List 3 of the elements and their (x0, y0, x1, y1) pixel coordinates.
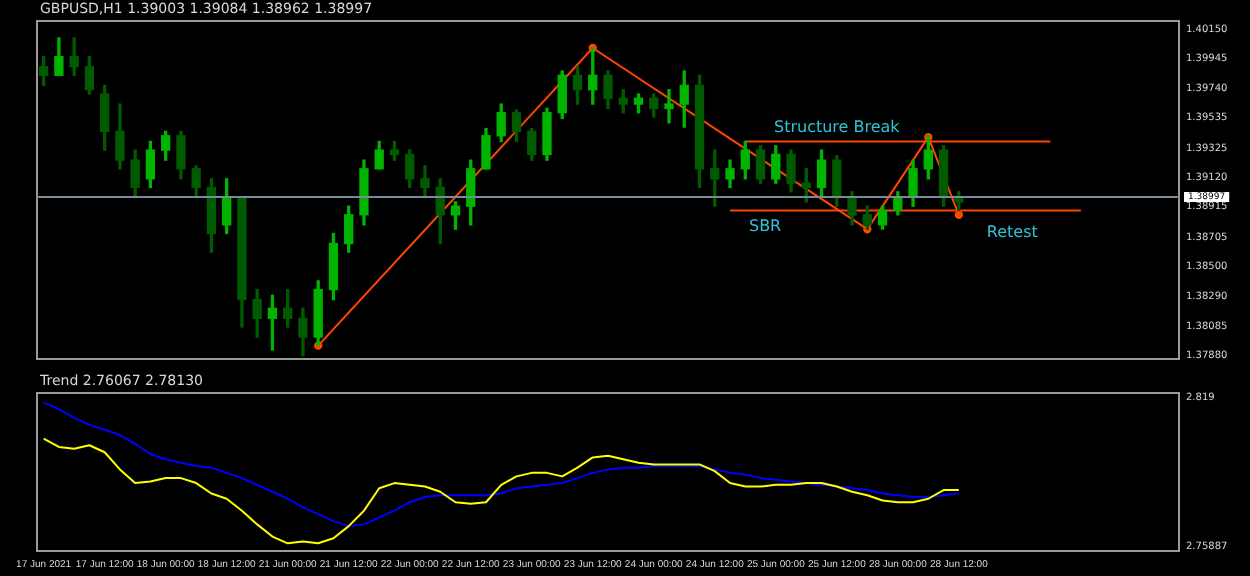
annotation: Retest (986, 222, 1038, 241)
series-label: SBR (748, 216, 783, 235)
series-label: Structure Break (773, 117, 901, 136)
